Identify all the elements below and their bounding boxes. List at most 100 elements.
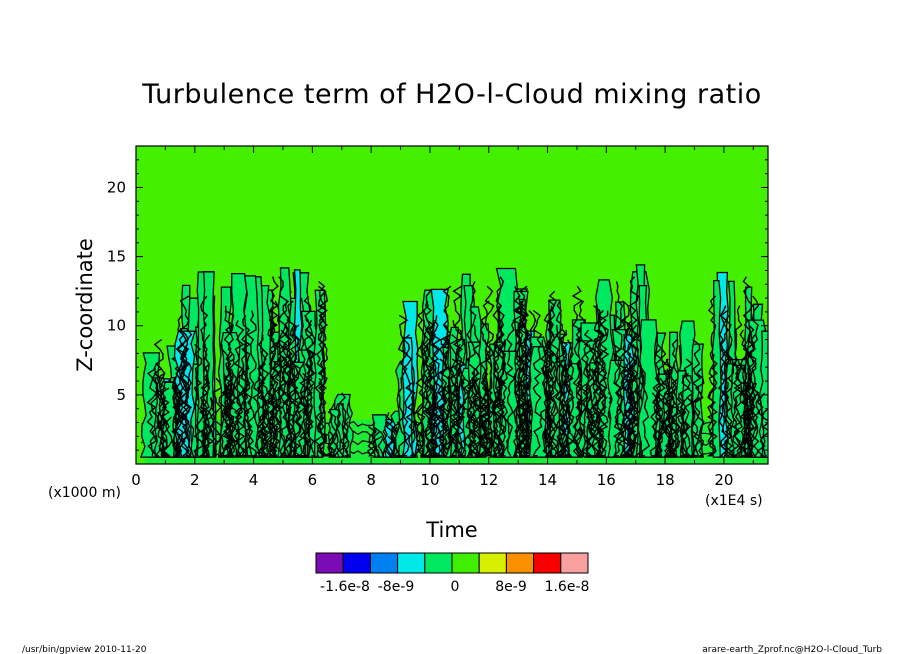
contour-line — [597, 310, 607, 457]
colorbar-swatch — [315, 552, 344, 574]
contour-line — [331, 402, 341, 457]
contour-line — [581, 387, 591, 457]
contour-line — [238, 348, 249, 457]
contour-line — [748, 295, 760, 457]
contour-line — [671, 387, 683, 457]
cloud-cluster — [271, 267, 329, 458]
colorbar: -1.6e-8 -8e-9 0 8e-9 1.6e-8 — [315, 552, 590, 595]
contour-line — [612, 339, 623, 457]
cloud-cluster — [173, 271, 248, 458]
x-tick-label: 6 — [308, 471, 318, 489]
chart-title: Turbulence term of H2O-l-Cloud mixing ra… — [141, 79, 761, 110]
contour-line — [401, 334, 413, 457]
contour-line — [174, 334, 186, 457]
contour-line — [452, 285, 464, 457]
contour-line — [372, 435, 383, 457]
plot-frame — [135, 145, 769, 465]
contour-line — [198, 295, 210, 457]
colorbar-swatch — [560, 552, 589, 574]
contour-line — [211, 377, 222, 457]
contour-line — [415, 309, 426, 457]
contour-line — [584, 344, 595, 457]
contour-line — [267, 305, 279, 457]
colorbar-swatch — [369, 552, 399, 574]
contour-line — [681, 397, 692, 457]
contour-line — [454, 344, 466, 457]
contour-line — [290, 324, 303, 457]
contour-line — [514, 295, 526, 457]
contour-line — [652, 348, 663, 457]
contour-line — [598, 310, 610, 457]
contour-line — [258, 377, 269, 457]
contour-line — [516, 368, 526, 457]
contour-line — [317, 285, 329, 457]
colorbar-swatch — [451, 552, 480, 574]
contour-line — [466, 281, 477, 457]
contour-line — [495, 276, 507, 457]
contour-line — [613, 281, 624, 457]
contour-line — [156, 411, 166, 457]
contour-line — [385, 411, 395, 457]
contour-line — [691, 339, 702, 457]
contour-line — [179, 295, 191, 457]
contour-line — [557, 329, 569, 457]
y-axis: 5 10 15 20 — [107, 159, 768, 451]
contour-line — [547, 300, 559, 457]
contour-line — [267, 315, 279, 457]
contour-line — [224, 309, 235, 457]
contour-line — [546, 290, 558, 457]
colorbar-label: 1.6e-8 — [545, 579, 590, 595]
footer-right: arare-earth_Zprof.nc@H2O-l-Cloud_Turb — [702, 645, 882, 654]
colorbar-swatch — [342, 552, 371, 574]
contour-line — [665, 358, 676, 457]
contour-line — [282, 324, 294, 457]
contour-line — [512, 286, 524, 457]
contour-line — [422, 320, 432, 457]
contour-line — [472, 377, 483, 457]
colorbar-swatch — [533, 552, 562, 574]
contour-line — [328, 431, 334, 457]
x-tick-label: 0 — [131, 471, 141, 489]
y-tick-label: 10 — [107, 317, 126, 335]
contour-line — [222, 373, 234, 457]
contour-line — [193, 343, 204, 457]
plot-area — [135, 145, 769, 465]
contour-line — [761, 397, 768, 457]
contour-line — [209, 397, 218, 457]
contour-line — [621, 314, 633, 457]
cloud-cluster — [528, 285, 588, 458]
x-tick-label: 18 — [656, 471, 675, 489]
contour-line — [377, 431, 385, 457]
contour-line — [367, 436, 376, 457]
contour-line — [477, 378, 489, 457]
y-tick-label: 5 — [116, 386, 126, 404]
contour-line — [276, 329, 288, 457]
contour-line — [158, 368, 169, 457]
contour-line — [679, 372, 691, 457]
contour-line — [706, 295, 718, 457]
contour-line — [329, 411, 340, 457]
contour-line — [298, 372, 310, 457]
contour-line — [540, 339, 552, 457]
x-tick-label: 4 — [249, 471, 259, 489]
contour-line — [218, 392, 229, 457]
contour-line — [626, 319, 638, 457]
x-tick-label: 12 — [479, 471, 498, 489]
x-unit-label: (x1E4 s) — [705, 493, 763, 509]
colorbar-label: 0 — [451, 579, 460, 595]
contour-line — [651, 392, 662, 457]
x-tick-label: 20 — [714, 471, 733, 489]
contour-line — [387, 421, 395, 457]
contour-line — [558, 363, 569, 457]
contour-line — [242, 372, 253, 457]
contour-line — [313, 377, 323, 457]
contour-line — [162, 416, 173, 457]
contour-line — [427, 392, 439, 457]
contour-line — [739, 387, 751, 457]
x-tick-label: 8 — [366, 471, 376, 489]
contour-line — [532, 309, 543, 457]
colorbar-label: -1.6e-8 — [320, 579, 370, 595]
contour-line — [492, 344, 502, 457]
contour-line — [436, 358, 448, 457]
